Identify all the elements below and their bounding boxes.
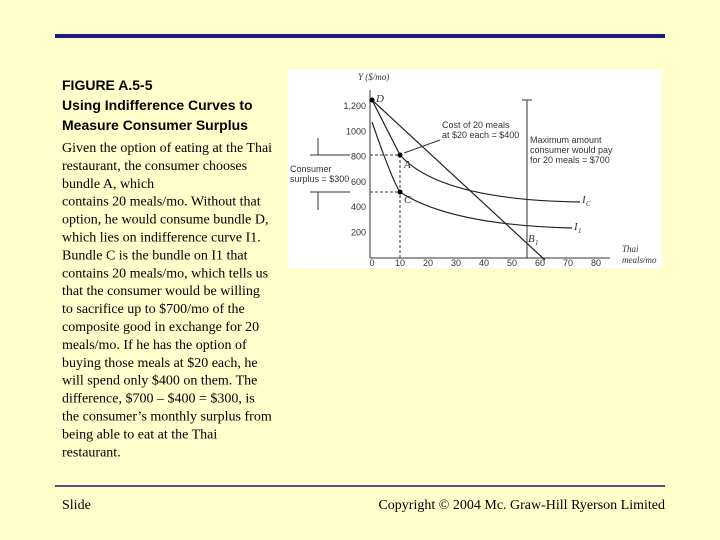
annotation: for 20 meals = $700 [530,155,610,165]
curve-label: C [586,200,591,208]
point-c [397,189,403,195]
point-label: C [404,194,412,206]
annotation: surplus = $300 [290,174,349,184]
body-line: being able to eat at the Thai [62,427,217,442]
body-line: contains 20 meals/mo, which tells us [62,266,268,281]
surplus-bracket [310,138,350,210]
point-label: D [375,93,384,105]
x-tick-label: 10 [395,258,405,268]
body-line: bundle A, which [62,177,154,192]
x-tick-label: 0 [369,258,374,268]
body-line: buying those meals at $20 each, he [62,356,258,371]
y-tick-label: 400 [351,202,366,212]
x-ticks: 0 10 20 30 40 50 60 70 80 [369,258,601,268]
leader [403,139,441,154]
y-tick-label: 1000 [346,126,366,136]
x-tick-label: 20 [423,258,433,268]
x-tick-label: 50 [507,258,517,268]
body-line: Bundle C is the bundle on I1 that [62,248,248,263]
body-line: contains 20 meals/mo. Without that [62,195,261,210]
max-bracket [522,99,532,259]
body-line: that the consumer would be willing [62,284,260,299]
body-line: Given the option of eating at the Thai [62,141,272,156]
title: Using Indifference Curves to [62,97,253,113]
x-tick-label: 80 [591,258,601,268]
title: Measure Consumer Surplus [62,117,248,133]
footer-right: Copyright © 2004 Mc. Graw-Hill Ryerson L… [378,498,665,513]
point-label: 1 [535,239,539,247]
body-line: meals/mo. If he has the option of [62,338,247,353]
budget-line [371,99,546,261]
x-tick-label: 30 [451,258,461,268]
body-line: which lies on indifference curve I1. [62,231,261,246]
y-tick-label: 600 [351,177,366,187]
y-tick-label: 800 [351,152,366,162]
x-tick-label: 40 [479,258,489,268]
y-tick-label: 1,200 [343,101,366,111]
body-line: restaurant. [62,445,121,460]
figure: Y ($/mo) Thai meals/mo 1,200100080060040… [288,70,662,268]
point-a [397,152,403,158]
curve-label: I [573,221,579,233]
body-line: will spend only $400 on them. The [62,374,257,389]
annotation: Maximum amount [530,135,602,145]
body-line: restaurant, the consumer chooses [62,159,247,174]
point-d [369,97,375,103]
y-axis-label: Y ($/mo) [358,72,389,82]
figure-label: FIGURE A.5-5 [62,77,153,93]
footer-left: Slide [62,498,91,513]
body-line: the consumer’s monthly surplus from [62,410,272,425]
body-line: to sacrifice up to $700/mo of the [62,302,245,317]
body-line: difference, $700 – $400 = $300, is [62,392,255,407]
point-label: B [528,233,535,245]
annotation: Cost of 20 meals [442,120,510,130]
x-axis-label: Thai [622,244,639,254]
indifference-curve-1 [371,121,573,229]
point-label: A [403,159,411,171]
annotation: Consumer [290,164,332,174]
curve-label: I [581,194,587,206]
annotation: consumer would pay [530,145,613,155]
y-tick-label: 200 [351,228,366,238]
body-line: option, he would consume bundle D, [62,213,268,228]
x-tick-label: 60 [535,258,545,268]
figure-box [288,70,662,268]
curve-label: 1 [578,227,582,235]
body-line: composite good in exchange for 20 [62,320,259,335]
annotation: at $20 each = $400 [442,130,519,140]
body-text: Given the option of eating at the Thai re… [62,141,272,460]
indifference-curve-c [371,99,581,203]
x-tick-label: 70 [563,258,573,268]
x-axis-label: meals/mo [622,255,657,265]
y-ticks: 1,200 1000 800 600 400 200 [343,101,366,238]
